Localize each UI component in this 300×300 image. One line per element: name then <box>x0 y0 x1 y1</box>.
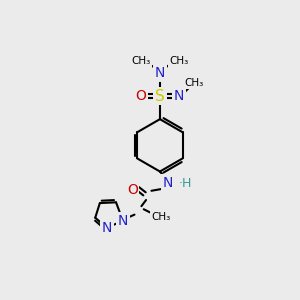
Text: N: N <box>118 214 128 228</box>
Text: O: O <box>135 89 146 103</box>
Text: N: N <box>102 221 112 235</box>
Text: S: S <box>155 88 165 104</box>
Text: N: N <box>162 176 173 190</box>
Text: N: N <box>174 89 184 103</box>
Text: CH₃: CH₃ <box>151 212 170 222</box>
Text: O: O <box>127 183 138 197</box>
Text: N: N <box>155 66 165 80</box>
Text: CH₃: CH₃ <box>184 78 203 88</box>
Text: CH₃: CH₃ <box>131 56 150 66</box>
Text: ·H: ·H <box>178 177 192 190</box>
Text: CH₃: CH₃ <box>169 56 189 66</box>
